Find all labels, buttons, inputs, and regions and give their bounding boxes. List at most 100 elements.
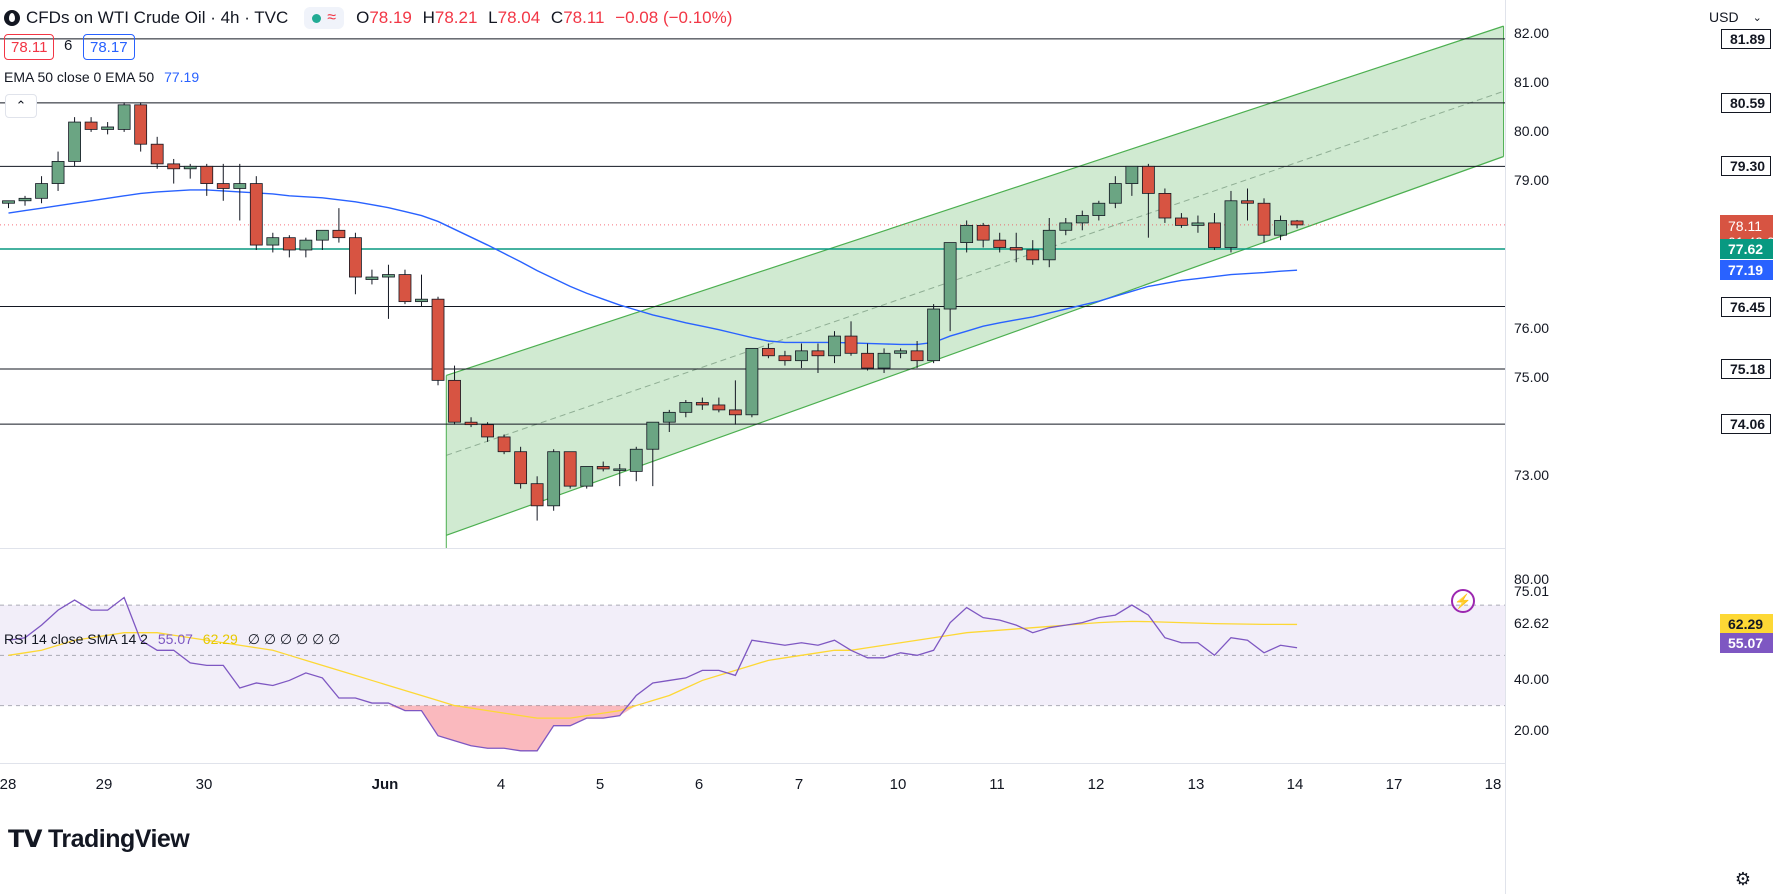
candle-down [1158, 192, 1172, 219]
rsi-axis-label: 80.00 [1514, 570, 1550, 587]
candle-up [1075, 215, 1089, 224]
close-value: 78.11 [563, 8, 605, 27]
candle-down [778, 355, 792, 362]
candle-down [1026, 249, 1040, 261]
candle-down [1290, 220, 1304, 226]
candle-up [646, 421, 660, 450]
candle-down [861, 352, 874, 369]
rsi-label: RSI 14 close SMA 14 2 [4, 631, 148, 647]
settings-gear-icon[interactable]: ⚙ [1734, 869, 1752, 889]
time-axis-label: 11 [989, 776, 1005, 793]
ema-label: EMA 50 close 0 EMA 50 [4, 69, 155, 85]
candle-up [679, 402, 693, 413]
candle-up [795, 350, 808, 362]
price-tag-blue: 77.19 [1720, 260, 1773, 281]
candle-up [365, 276, 379, 280]
channel-lower-line [446, 155, 1504, 536]
ema-value: 77.19 [164, 69, 200, 85]
price-axis-label: 79.00 [1514, 172, 1550, 189]
candle-down [431, 298, 445, 381]
buy-price-button[interactable]: 78.17 [83, 34, 135, 60]
candle-up [662, 411, 676, 423]
channel-median-line [446, 90, 1504, 456]
candle-up [943, 242, 957, 310]
candle-down [349, 237, 362, 278]
currency-label: USD [1709, 9, 1739, 25]
candle-up [1274, 220, 1287, 236]
candle-up [183, 165, 197, 170]
price-tag-dark: 76.45 [1721, 296, 1771, 317]
candle-up [1125, 165, 1139, 184]
candle-up [382, 274, 395, 278]
rsi-sma-line [8, 620, 1298, 719]
tradingview-logo[interactable]: 𝗧𝗩 TradingView [8, 825, 190, 854]
ema-legend[interactable]: EMA 50 close 0 EMA 50 77.19 [4, 69, 199, 85]
candle-up [51, 161, 65, 184]
oil-drop-icon [4, 10, 20, 26]
candle-down [448, 379, 461, 423]
time-axis-label: 14 [1286, 776, 1304, 793]
candle-up [2, 200, 15, 204]
rsi-line [8, 596, 1298, 752]
rsi-axis-label: 62.62 [1514, 614, 1550, 631]
rsi-tag-yellow: 62.29 [1720, 614, 1773, 635]
symbol-title[interactable]: CFDs on WTI Crude Oil · 4h · TVC [26, 8, 289, 27]
candle-up [894, 350, 907, 354]
candle-up [68, 121, 81, 162]
candle-up [315, 229, 329, 241]
candle-down [976, 224, 990, 241]
collapse-legend-button[interactable]: ⌃ [5, 94, 37, 118]
time-axis-label: 10 [889, 776, 907, 793]
spread-value: 6 [64, 37, 73, 54]
candle-down [84, 121, 98, 130]
chevron-down-icon: ⌄ [1752, 11, 1762, 24]
candle-down [712, 404, 726, 411]
candle-down [282, 237, 296, 251]
open-label: O [356, 8, 370, 27]
change-value: −0.08 (−0.10%) [615, 8, 733, 27]
time-axis-label: 6 [694, 776, 704, 793]
candle-up [1092, 202, 1106, 216]
candle-down [695, 402, 709, 406]
rsi-pane [0, 596, 1505, 752]
price-axis-label: 75.00 [1514, 368, 1550, 385]
market-open-dot-icon [312, 13, 322, 23]
rsi-plot [0, 596, 1505, 752]
rsi-axis-label: 40.00 [1514, 671, 1550, 688]
price-plot [0, 25, 1505, 548]
candle-down [530, 483, 544, 507]
candle-down [993, 239, 1007, 248]
price-tag-dark: 80.59 [1721, 92, 1771, 113]
candle-up [117, 104, 131, 130]
candle-up [745, 347, 759, 416]
candle-down [811, 350, 825, 357]
candle-up [580, 466, 594, 487]
lightning-event-icon[interactable]: ⚡ [1451, 589, 1475, 613]
time-axis-label: 28 [0, 776, 17, 793]
candle-down [481, 424, 494, 438]
rsi-legend[interactable]: RSI 14 close SMA 14 2 55.07 62.29 ∅ ∅ ∅ … [4, 631, 340, 648]
time-axis-label: 5 [595, 776, 605, 793]
candle-up [613, 468, 627, 471]
currency-selector[interactable]: USD ⌄ [1707, 2, 1773, 32]
candle-down [563, 451, 577, 487]
open-value: 78.19 [369, 8, 412, 27]
market-status[interactable]: ≈ [304, 7, 345, 29]
candle-up [877, 352, 891, 369]
wave-icon: ≈ [327, 9, 337, 26]
candle-up [1042, 229, 1056, 261]
time-axis-label: Jun [371, 776, 399, 793]
candle-down [332, 229, 346, 239]
last-price-value: 78.11 [1728, 217, 1762, 234]
high-value: 78.21 [434, 8, 478, 27]
candle-down [200, 165, 214, 184]
rsi-value: 55.07 [157, 631, 193, 647]
candle-down [249, 183, 263, 246]
tv-logo-icon: 𝗧𝗩 [8, 826, 42, 853]
sell-price-button[interactable]: 78.11 [4, 34, 55, 60]
price-pane [0, 0, 1506, 894]
time-axis-label: 30 [195, 776, 213, 793]
low-label: L [488, 8, 498, 27]
